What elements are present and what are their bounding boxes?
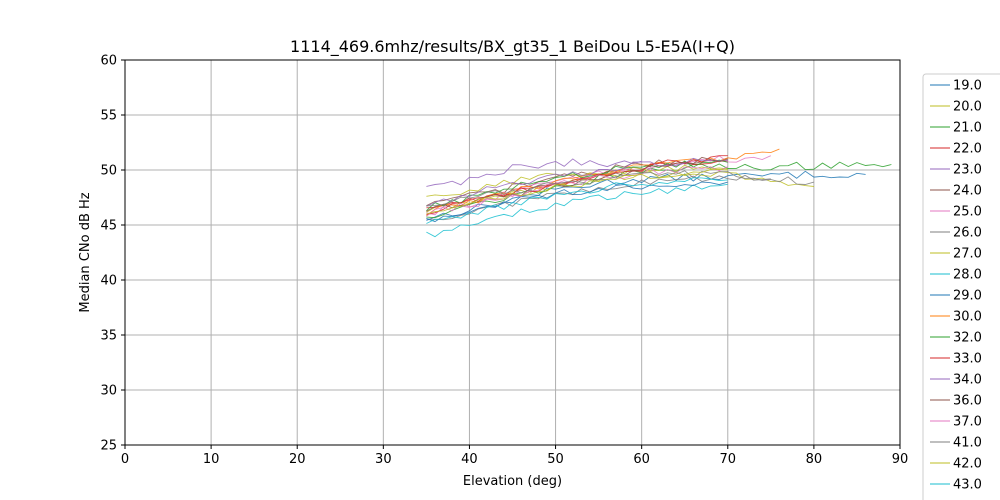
legend-entry: 21.0 — [953, 121, 982, 136]
series-line-42.0 — [426, 168, 728, 215]
x-tick-label: 70 — [720, 452, 737, 467]
legend-entry: 22.0 — [953, 142, 982, 157]
legend-entry: 34.0 — [953, 373, 982, 388]
chart-title: 1114_469.6mhz/results/BX_gt35_1 BeiDou L… — [290, 37, 735, 57]
series-line-34.0 — [426, 157, 728, 207]
legend-entry: 27.0 — [953, 247, 982, 262]
legend-entry: 23.0 — [953, 163, 982, 178]
series-line-28.0 — [426, 183, 728, 238]
x-tick-label: 20 — [289, 452, 306, 467]
legend-entry: 26.0 — [953, 226, 982, 241]
series-line-41.0 — [426, 170, 815, 207]
y-tick-label: 40 — [100, 274, 117, 289]
legend-entry: 25.0 — [953, 205, 982, 220]
x-tick-label: 80 — [806, 452, 823, 467]
legend-entry: 42.0 — [953, 457, 982, 472]
legend-entry: 37.0 — [953, 415, 982, 430]
legend: 19.0 20.0 21.0 22.0 23.0 24.0 25.0 26.0 27.0 28.0… — [922, 73, 1000, 500]
series-lines — [426, 148, 892, 238]
legend-entry: 33.0 — [953, 352, 982, 367]
series-line-23.0 — [426, 158, 642, 187]
series-line-43.0 — [426, 177, 728, 224]
x-tick-label: 10 — [203, 452, 220, 467]
legend-entry: 30.0 — [953, 310, 982, 325]
x-tick-label: 40 — [461, 452, 478, 467]
y-tick-label: 30 — [100, 384, 117, 399]
series-line-26.0 — [426, 174, 771, 221]
y-tick-label: 50 — [100, 164, 117, 179]
series-line-37.0 — [426, 166, 728, 217]
legend-entry: 32.0 — [953, 331, 982, 346]
legend-entry: 28.0 — [953, 268, 982, 283]
y-axis-label: Median CNo dB Hz — [78, 192, 93, 312]
axis-ticks: 0 10 20 30 40 50 60 70 80 90 25 30 35 40 45 50 55 60 — [100, 54, 908, 468]
series-line-33.0 — [426, 155, 728, 216]
x-axis-label: Elevation (deg) — [463, 474, 562, 489]
legend-box — [922, 73, 1000, 500]
x-tick-label: 30 — [375, 452, 392, 467]
grid — [124, 59, 901, 446]
legend-entry: 36.0 — [953, 394, 982, 409]
plot-frame — [124, 59, 901, 446]
x-tick-label: 90 — [892, 452, 909, 467]
x-tick-label: 0 — [121, 452, 129, 467]
legend-entry: 41.0 — [953, 436, 982, 451]
series-line-29.0 — [426, 181, 728, 223]
y-tick-label: 60 — [100, 54, 117, 69]
legend-entry: 19.0 — [953, 79, 982, 94]
legend-entry: 20.0 — [953, 100, 982, 115]
legend-entry: 24.0 — [953, 184, 982, 199]
legend-entry: 29.0 — [953, 289, 982, 304]
x-tick-label: 50 — [547, 452, 564, 467]
y-tick-label: 55 — [100, 109, 117, 124]
y-tick-label: 25 — [100, 439, 117, 454]
y-tick-label: 35 — [100, 329, 117, 344]
series-line-32.0 — [426, 159, 728, 212]
legend-entry: 43.0 — [953, 478, 982, 493]
x-tick-label: 60 — [633, 452, 650, 467]
y-tick-label: 45 — [100, 219, 117, 234]
